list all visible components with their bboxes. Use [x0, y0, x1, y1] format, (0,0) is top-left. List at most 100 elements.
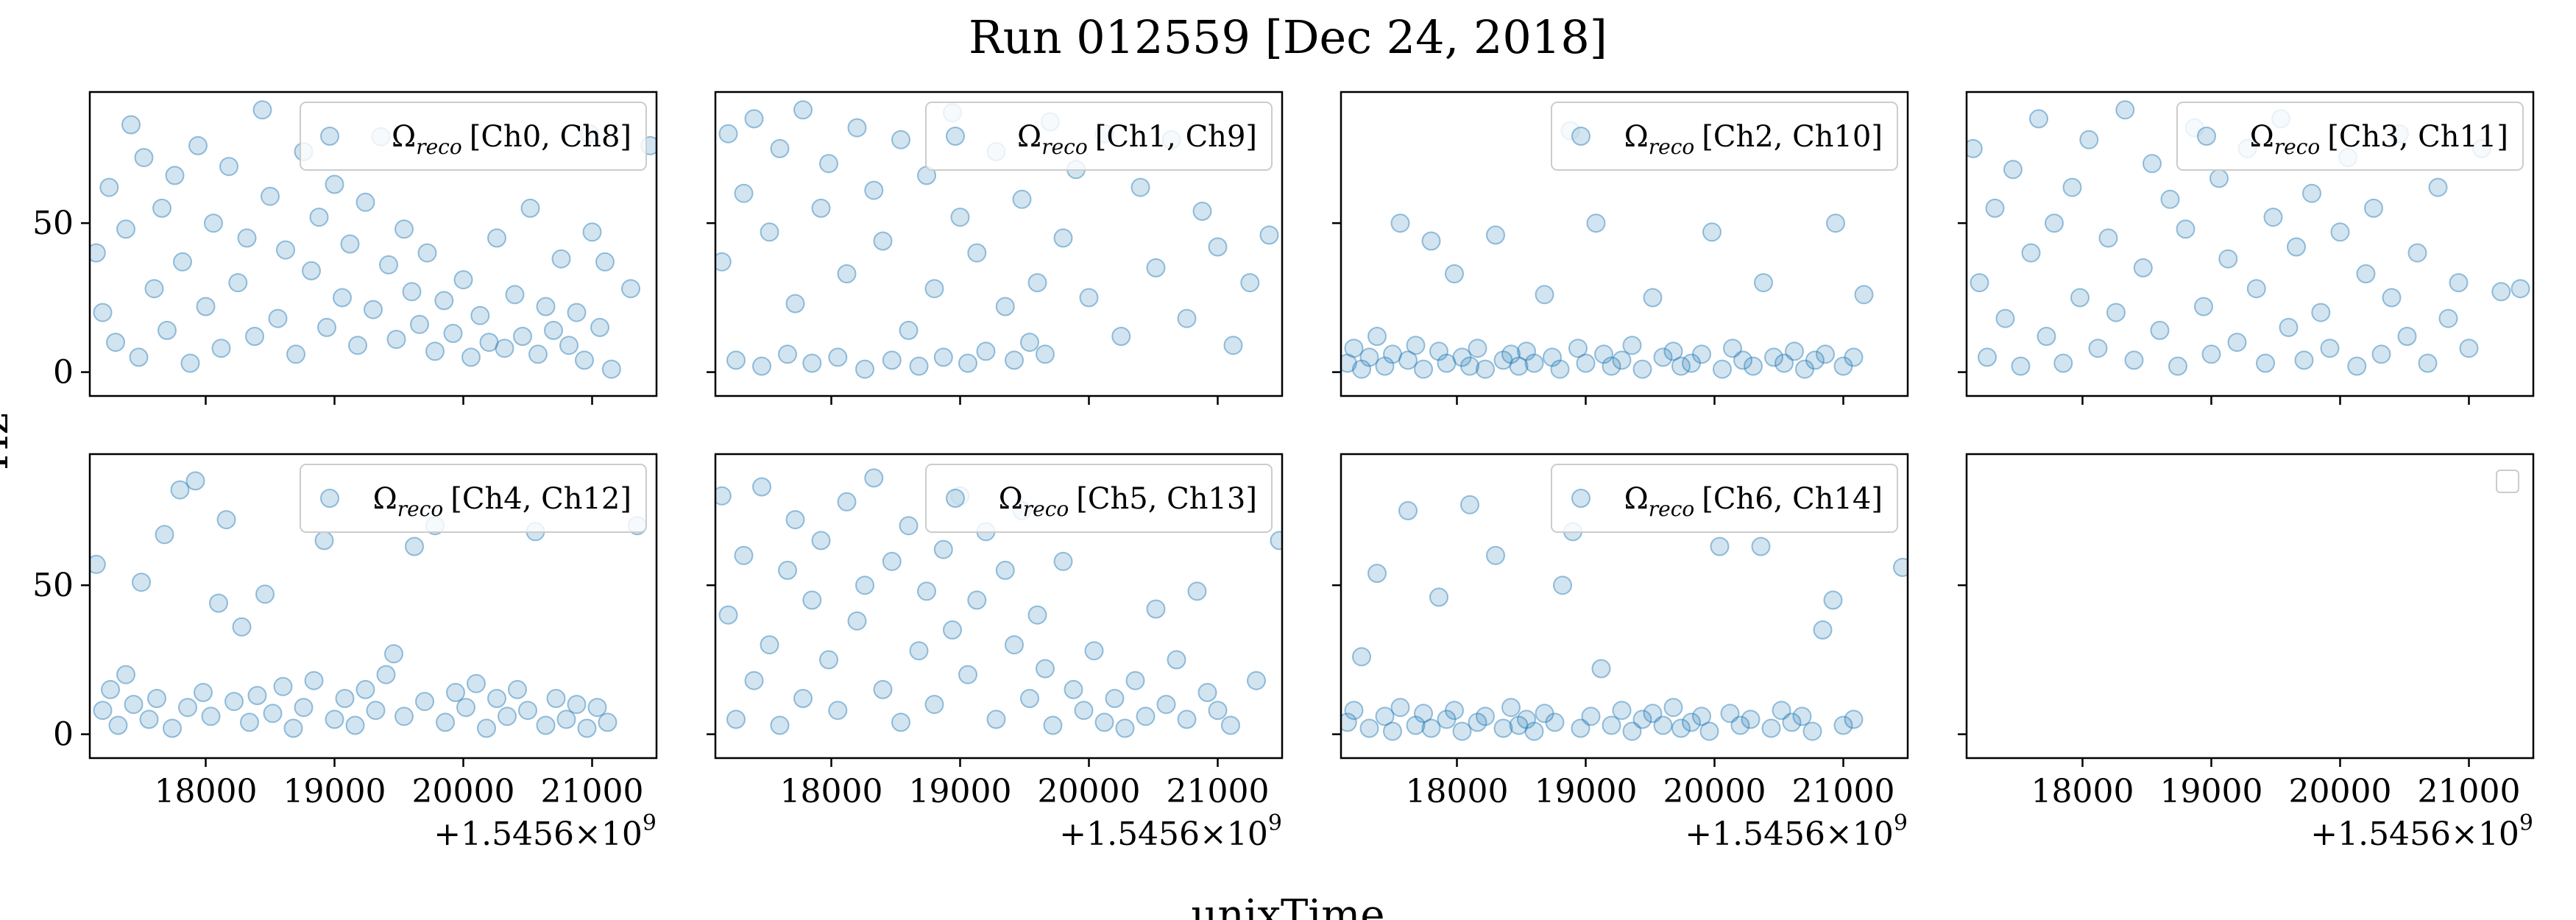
scatter-point [1486, 225, 1505, 245]
scatter-point [415, 692, 434, 712]
scatter-point [1612, 701, 1632, 721]
x-tick-label: 21000 [2418, 773, 2521, 810]
scatter-point [2330, 222, 2350, 242]
legend-channels: [Ch3, Ch11] [2327, 120, 2508, 154]
scatter-point [348, 336, 367, 355]
scatter-point [899, 516, 919, 536]
scatter-point [345, 715, 365, 735]
x-tick-label: 19000 [1535, 773, 1638, 810]
scatter-point [760, 222, 779, 242]
scatter-point [2045, 213, 2064, 233]
scatter-point [178, 698, 197, 718]
scatter-point [1602, 356, 1621, 376]
scatter-point [252, 100, 272, 120]
scatter-point [924, 695, 944, 715]
legend-symbol: Ω [1017, 120, 1041, 154]
scatter-point [1177, 308, 1197, 328]
scatter-point [1398, 500, 1418, 520]
scatter-layer [715, 468, 1282, 738]
scatter-point [1383, 721, 1402, 741]
scatter-point [405, 537, 424, 556]
scatter-point [778, 344, 797, 364]
legend: Ωreco [Ch5, Ch13] [925, 464, 1273, 533]
scatter-point [2294, 350, 2314, 370]
x-tick-label: 18000 [2031, 773, 2134, 810]
scatter-point [785, 294, 805, 314]
scatter-point [495, 339, 514, 358]
scatter-point [2029, 109, 2048, 129]
legend-label: Ωreco [Ch1, Ch9] [1017, 120, 1257, 159]
scatter-point [1826, 213, 1845, 233]
scatter-point [1406, 336, 1426, 355]
legend-label: Ωreco [Ch2, Ch10] [1624, 120, 1883, 159]
scatter-point [2150, 320, 2170, 340]
scatter-point [575, 350, 594, 370]
legend-channels: [Ch4, Ch12] [450, 482, 631, 516]
scatter-point [1359, 718, 1379, 738]
legend-marker [2197, 127, 2216, 146]
scatter-point [2037, 327, 2056, 346]
scatter-point [744, 109, 764, 129]
legend-channels: [Ch1, Ch9] [1095, 120, 1257, 154]
scatter-point [855, 359, 874, 379]
scatter-point [752, 356, 771, 376]
scatter-point [1460, 356, 1479, 376]
scatter-point [1027, 605, 1047, 625]
scatter-point [1476, 359, 1495, 379]
x-axis-label: unixTime [1191, 891, 1384, 920]
scatter-point [1053, 228, 1073, 248]
scatter-point [2418, 353, 2438, 373]
scatter-point [170, 480, 190, 500]
legend-subscript: reco [1041, 135, 1088, 159]
scatter-point [811, 531, 831, 551]
scatter-point [1177, 710, 1197, 729]
scatter-point [232, 617, 252, 637]
scatter-point [1744, 356, 1763, 376]
axes-frame [1340, 453, 1909, 760]
scatter-point [309, 208, 329, 227]
scatter-point [1653, 347, 1673, 367]
scatter-point [1795, 359, 1814, 379]
axes-frame [88, 91, 658, 397]
scatter-point [1429, 587, 1448, 607]
scatter-point [2227, 333, 2247, 353]
legend-marker [320, 489, 339, 508]
scatter-point [1632, 710, 1652, 729]
legend-frame [1551, 102, 1898, 171]
scatter-point [477, 718, 496, 738]
scatter-point [1367, 564, 1387, 583]
y-tick-label: 0 [53, 354, 74, 392]
x-offset-exponent: 9 [643, 810, 657, 836]
legend: Ωreco [Ch2, Ch10] [1551, 102, 1898, 171]
scatter-point [715, 486, 732, 506]
scatter-point [1156, 695, 1176, 715]
scatter-point [1833, 356, 1853, 376]
scatter-point [891, 130, 910, 149]
scatter-point [1524, 721, 1544, 741]
scatter-point [1421, 231, 1441, 251]
scatter-point [718, 605, 738, 625]
scatter-point [263, 704, 283, 723]
x-tick-label: 19000 [909, 773, 1012, 810]
scatter-point [2382, 288, 2402, 308]
scatter-point [1535, 704, 1554, 723]
scatter-point [1445, 264, 1464, 283]
scatter-point [180, 353, 200, 373]
x-offset-base: +1.5456×10 [2310, 815, 2519, 853]
scatter-point [283, 718, 303, 738]
scatter-point [734, 545, 754, 565]
scatter-point [402, 282, 422, 302]
scatter-point [513, 327, 532, 346]
scatter-point [1733, 350, 1752, 370]
legend-subscript: reco [416, 135, 462, 159]
y-axis-label: Hz [0, 413, 18, 470]
scatter-point [1115, 718, 1135, 738]
scatter-point [882, 551, 902, 571]
scatter-point [2176, 219, 2195, 239]
scatter-point [456, 698, 475, 718]
scatter-point [211, 339, 231, 358]
scatter-point [559, 336, 578, 355]
